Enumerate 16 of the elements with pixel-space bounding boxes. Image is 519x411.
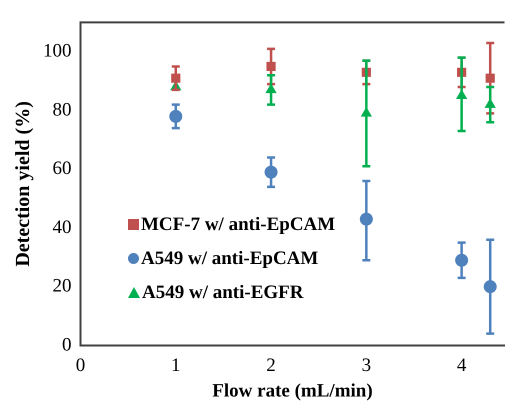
x-tick-label: 0 xyxy=(76,354,86,376)
x-axis-title: Flow rate (mL/min) xyxy=(212,380,373,402)
x-tick-label: 2 xyxy=(266,354,276,376)
y-tick-label: 80 xyxy=(52,99,72,120)
y-tick-label: 60 xyxy=(52,158,72,180)
y-tick-label: 0 xyxy=(62,334,72,356)
y-tick-label: 40 xyxy=(52,216,72,238)
y-tick-label: 20 xyxy=(52,276,72,297)
legend-label: A549 w/ anti-EpCAM xyxy=(141,248,318,269)
legend-label: MCF-7 w/ anti-EpCAM xyxy=(141,214,336,235)
legend-label: A549 w/ anti-EGFR xyxy=(142,282,304,303)
x-tick-label: 4 xyxy=(456,354,467,376)
x-tick-label: 1 xyxy=(171,354,181,376)
y-axis-title: Detection yield (%) xyxy=(12,101,34,267)
y-tick-label: 100 xyxy=(43,40,72,62)
x-tick-label: 3 xyxy=(362,354,372,376)
